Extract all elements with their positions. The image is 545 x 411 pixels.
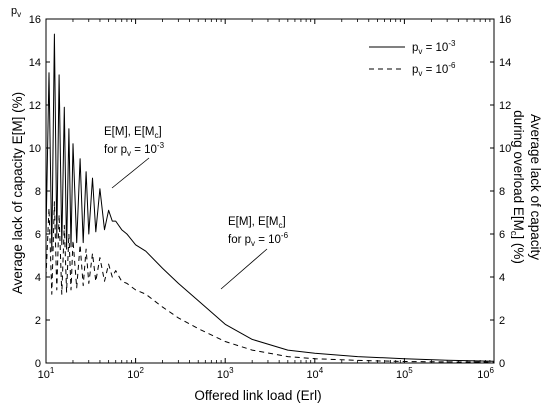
- y-tick-label-left: 14: [29, 57, 41, 69]
- series-line-solid: [45, 33, 495, 362]
- legend-label-solid: pv = 10-3: [412, 39, 456, 56]
- y-tick-label-right: 2: [499, 315, 505, 327]
- x-tick-label: 103: [217, 366, 234, 381]
- x-tick-label: 106: [477, 366, 494, 381]
- series-line-dashed: [45, 201, 495, 363]
- y-tick-label-right: 12: [499, 100, 511, 112]
- y-tick-label-left: 0: [35, 358, 41, 370]
- y-axis-label-right-line2: during overload E[Mc] (%): [509, 110, 526, 264]
- x-axis-label: Offered link load (Erl): [194, 388, 321, 403]
- y-tick-label-right: 16: [499, 14, 511, 26]
- y-tick-label-left: 16: [29, 14, 41, 26]
- x-tick-label: 104: [306, 366, 323, 381]
- annotation-p-1e-3: E[M], E[Mc] for pv = 10-3: [104, 126, 165, 189]
- annotation-2-line2: for pv = 10-6: [228, 231, 289, 248]
- annotation-p-1e-6: E[M], E[Mc] for pv = 10-6: [220, 216, 289, 290]
- annotation-2-pointer: [220, 248, 268, 290]
- y-tick-label-left: 10: [29, 143, 41, 155]
- x-tick-label: 101: [38, 366, 55, 381]
- y-tick-label-left: 4: [35, 272, 41, 284]
- annotation-1-line1: E[M], E[Mc]: [104, 126, 162, 140]
- y-tick-label-left: 6: [35, 229, 41, 241]
- y-tick-label-right: 6: [499, 229, 505, 241]
- series-layer: [45, 33, 495, 363]
- y-axis-label-left: Average lack of capacity E[M] (%): [10, 92, 25, 294]
- y-tick-label-right: 10: [499, 143, 511, 155]
- x-tick-label: 102: [127, 366, 144, 381]
- x-tick-label: 105: [396, 366, 413, 381]
- top-left-marker: pv: [11, 5, 21, 19]
- annotation-2-line1: E[M], E[Mc]: [228, 216, 286, 230]
- y-tick-label-right: 4: [499, 272, 505, 284]
- legend: pv = 10-3 pv = 10-6: [369, 39, 456, 78]
- y-tick-label-left: 8: [35, 186, 41, 198]
- y-tick-label-right: 0: [499, 358, 505, 370]
- legend-label-dashed: pv = 10-6: [412, 61, 456, 78]
- y-tick-label-right: 8: [499, 186, 505, 198]
- annotation-1-line2: for pv = 10-3: [104, 141, 165, 158]
- tick-layer: 0 0 2 2 4 4 6 6 8 8 10 10 12 12 14 14 16 16 101 102 103 104 10…: [29, 14, 512, 381]
- y-axis-label-right-line1: Average lack of capacity: [528, 114, 543, 260]
- y-tick-label-left: 12: [29, 100, 41, 112]
- y-tick-label-left: 2: [35, 315, 41, 327]
- annotation-1-pointer: [111, 157, 150, 189]
- y-tick-label-right: 14: [499, 57, 511, 69]
